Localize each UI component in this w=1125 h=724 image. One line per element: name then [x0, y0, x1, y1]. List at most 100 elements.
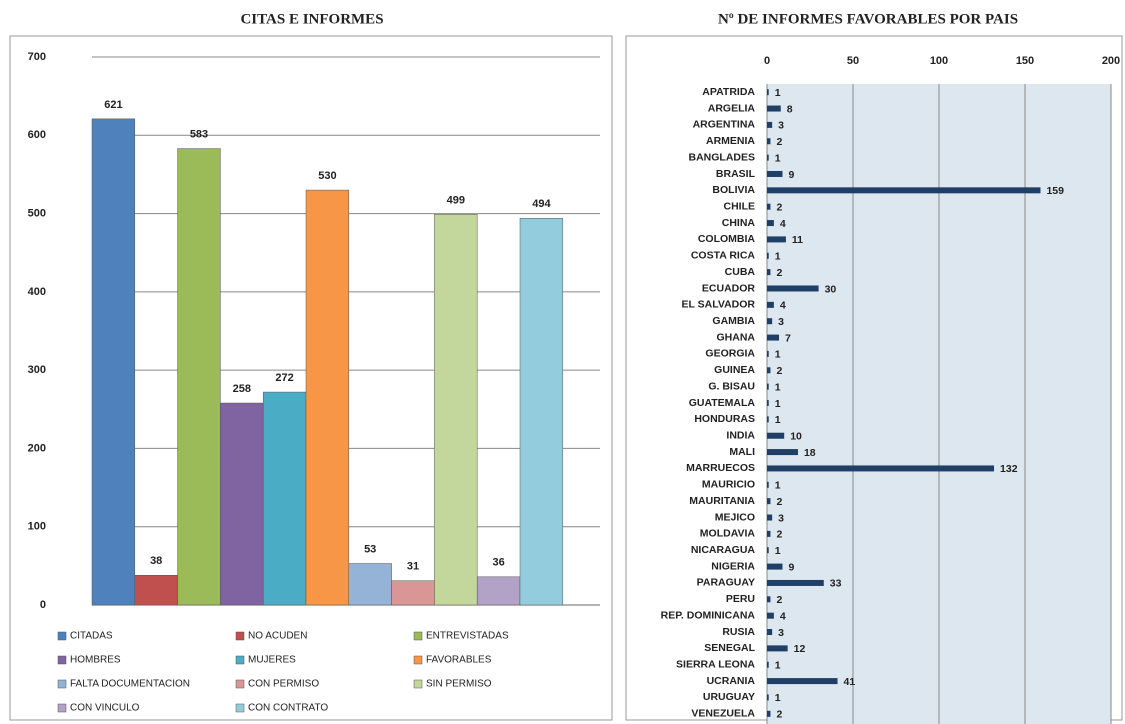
y-tick-label: MEJICO: [715, 511, 755, 523]
legend-label: FAVORABLES: [426, 655, 492, 666]
data-label: 12: [794, 643, 806, 655]
data-label: 3: [778, 627, 784, 639]
legend-label: ENTREVISTADAS: [426, 631, 509, 642]
legend-swatch: [413, 655, 423, 665]
bar: [767, 465, 995, 472]
y-tick-label: MARRUECOS: [686, 462, 755, 474]
y-tick-label: BOLIVIA: [712, 184, 755, 196]
y-tick-label: NIGERIA: [711, 560, 755, 572]
x-tick-label: 200: [1102, 55, 1120, 67]
data-label: 494: [532, 198, 551, 210]
y-tick-label: 700: [28, 51, 46, 63]
y-tick-label: 400: [28, 286, 46, 298]
data-label: 1: [775, 381, 781, 393]
data-label: 132: [1000, 463, 1018, 475]
bar: [767, 318, 773, 325]
data-label: 4: [780, 300, 786, 312]
bar: [767, 252, 769, 259]
data-label: 9: [788, 169, 794, 181]
data-label: 1: [775, 349, 781, 361]
y-tick-label: NICARAGUA: [691, 544, 756, 556]
data-label: 3: [778, 316, 784, 328]
data-label: 1: [775, 480, 781, 492]
bar: [767, 220, 774, 227]
data-label: 53: [364, 543, 376, 555]
bar: [348, 563, 392, 606]
data-label: 2: [776, 201, 782, 213]
bar: [767, 449, 798, 456]
data-label: 36: [492, 557, 504, 569]
bar: [767, 645, 788, 652]
y-tick-label: MAURITANIA: [689, 495, 755, 507]
bar: [391, 580, 435, 606]
data-label: 530: [318, 170, 336, 182]
data-label: 7: [785, 332, 791, 344]
bar: [767, 154, 769, 161]
data-label: 2: [776, 267, 782, 279]
x-tick-label: 150: [1016, 55, 1034, 67]
bar: [305, 189, 350, 606]
bar: [519, 218, 564, 606]
data-label: 2: [776, 496, 782, 508]
bar: [767, 203, 771, 210]
legend-label: CON PERMISO: [248, 679, 319, 690]
data-label: 18: [804, 447, 816, 459]
bar: [767, 629, 773, 636]
y-tick-label: 500: [28, 207, 46, 219]
y-tick-label: MAURICIO: [702, 479, 755, 491]
y-tick-label: ARGELIA: [708, 102, 756, 114]
bar: [767, 563, 783, 570]
legend-swatch: [57, 631, 67, 641]
bar: [767, 530, 771, 537]
y-tick-label: MOLDAVIA: [700, 528, 756, 540]
y-tick-label: SIERRA LEONA: [676, 659, 755, 671]
y-tick-label: CHILE: [724, 200, 756, 212]
data-label: 258: [233, 383, 251, 395]
legend-swatch: [235, 631, 245, 641]
y-tick-label: SENEGAL: [704, 642, 755, 654]
bar: [767, 710, 771, 717]
data-label: 9: [788, 561, 794, 573]
y-tick-label: UCRANIA: [707, 675, 756, 687]
legend-swatch: [57, 679, 67, 689]
bar: [767, 383, 769, 390]
legend-label: CITADAS: [70, 631, 113, 642]
data-label: 3: [778, 512, 784, 524]
legend-swatch: [413, 679, 423, 689]
bar: [767, 269, 771, 276]
y-tick-label: CUBA: [725, 266, 756, 278]
bar: [767, 334, 780, 341]
y-tick-label: APATRIDA: [702, 86, 755, 98]
y-tick-label: GUINEA: [714, 364, 755, 376]
bar: [91, 118, 136, 606]
y-tick-label: GHANA: [717, 331, 756, 343]
y-tick-label: MALI: [729, 446, 755, 458]
y-tick-label: INDIA: [726, 429, 755, 441]
legend-swatch: [235, 655, 245, 665]
y-tick-label: COSTA RICA: [691, 250, 756, 262]
y-tick-label: GUATEMALA: [689, 397, 756, 409]
legend-label: MUJERES: [248, 655, 296, 666]
bar: [767, 187, 1041, 194]
bar: [434, 214, 478, 606]
y-tick-label: EL SALVADOR: [681, 299, 755, 311]
data-label: 1: [775, 660, 781, 672]
data-label: 33: [830, 578, 842, 590]
data-label: 2: [776, 136, 782, 148]
legend-label: CON CONTRATO: [248, 703, 328, 714]
legend-swatch: [235, 703, 245, 713]
bar: [767, 547, 769, 554]
data-label: 8: [787, 103, 793, 115]
data-label: 2: [776, 529, 782, 541]
bar: [767, 678, 838, 685]
y-tick-label: G. BISAU: [708, 380, 755, 392]
legend-label: SIN PERMISO: [426, 679, 492, 690]
y-tick-label: 300: [28, 364, 46, 376]
bar: [767, 400, 769, 406]
bar: [767, 612, 774, 619]
bar: [767, 481, 769, 488]
y-tick-label: 100: [28, 521, 46, 533]
bar: [767, 138, 771, 145]
chart-title: CITAS E INFORMES: [240, 11, 383, 27]
